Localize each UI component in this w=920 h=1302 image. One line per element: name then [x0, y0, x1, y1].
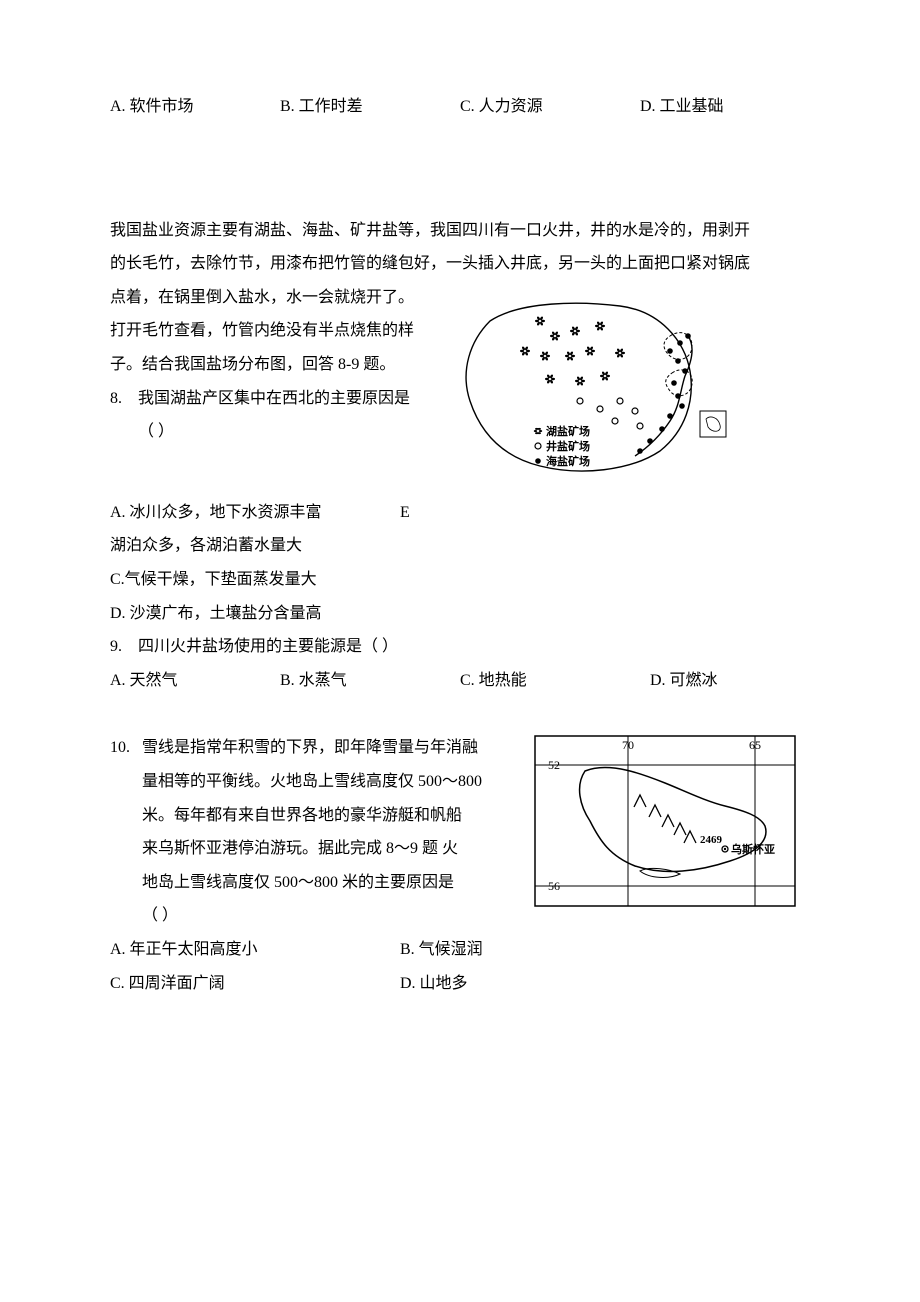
q10-stem-2: 量相等的平衡线。火地岛上雪线高度仅 500～800: [110, 765, 500, 799]
q10-options-row1: A. 年正午太阳高度小 B. 气候湿润: [110, 933, 830, 967]
q10-option-c: C. 四周洋面广阔: [110, 967, 400, 1001]
q10-option-a: A. 年正午太阳高度小: [110, 933, 400, 967]
q8-option-a-row: A. 冰川众多，地下水资源丰富 E: [110, 496, 830, 530]
svg-text:2469: 2469: [700, 834, 723, 846]
q10-stem-3: 米。每年都有来自世界各地的豪华游艇和帆船: [110, 799, 500, 833]
svg-text:70: 70: [622, 738, 634, 752]
q7-options: A. 软件市场 B. 工作时差 C. 人力资源 D. 工业基础: [110, 90, 830, 124]
q10-number: 10.: [110, 731, 142, 765]
q10-stem-4: 来乌斯怀亚港停泊游玩。据此完成 8～9 题 火: [110, 832, 500, 866]
q10-stem-6: （ ）: [110, 899, 500, 933]
q9-stem-row: 9.四川火井盐场使用的主要能源是（ ）: [110, 630, 830, 664]
q9-option-b: B. 水蒸气: [280, 664, 460, 698]
q10-stem-1: 雪线是指常年积雪的下界，即年降雪量与年消融: [142, 739, 478, 756]
q9-options: A. 天然气 B. 水蒸气 C. 地热能 D. 可燃冰: [110, 664, 830, 698]
svg-text:海盐矿场: 海盐矿场: [546, 454, 590, 468]
q9-option-c: C. 地热能: [460, 664, 650, 698]
q8-stem-row: 8.我国湖盐产区集中在西北的主要原因是: [110, 382, 420, 416]
q7-option-a: A. 软件市场: [110, 90, 280, 124]
svg-text:52: 52: [548, 758, 560, 772]
q8-stem-1: 我国湖盐产区集中在西北的主要原因是: [138, 390, 410, 407]
passage2-line-1: 我国盐业资源主要有湖盐、海盐、矿井盐等，我国四川有一口火井，井的水是冷的，用剥开: [110, 214, 830, 248]
q10-stem-row: 10.雪线是指常年积雪的下界，即年降雪量与年消融: [110, 731, 500, 765]
q10-option-d: D. 山地多: [400, 967, 830, 1001]
passage2-left-1: 点着，在锅里倒入盐水，水一会就烧开了。: [110, 281, 420, 315]
q10-option-b: B. 气候湿润: [400, 933, 830, 967]
q8-option-c: C.气候干燥，下垫面蒸发量大: [110, 563, 830, 597]
q10-options-row2: C. 四周洋面广阔 D. 山地多: [110, 967, 830, 1001]
q9-stem: 四川火井盐场使用的主要能源是（ ）: [138, 638, 398, 655]
passage2-left-2: 打开毛竹查看，竹管内绝没有半点烧焦的样: [110, 314, 420, 348]
svg-text:65: 65: [749, 738, 761, 752]
q8-mid-e: E: [400, 496, 420, 530]
svg-text:56: 56: [548, 879, 560, 893]
q10-stem-5: 地岛上雪线高度仅 500～800 米的主要原因是: [110, 866, 500, 900]
passage2-left-3: 子。结合我国盐场分布图，回答 8-9 题。: [110, 348, 420, 382]
q8-option-a: A. 冰川众多，地下水资源丰富: [110, 496, 400, 530]
q8-number: 8.: [110, 382, 138, 416]
tierra-del-fuego-map: 70 65 52 56 2469 乌斯怀亚: [530, 731, 800, 911]
q8-option-b-cont: 湖泊众多，各湖泊蓄水量大: [110, 529, 830, 563]
china-salt-map: 湖盐矿场井盐矿场海盐矿场: [430, 281, 730, 491]
svg-text:湖盐矿场: 湖盐矿场: [546, 424, 590, 438]
q8-stem-2: （ ）: [110, 415, 420, 449]
q9-option-d: D. 可燃冰: [650, 664, 800, 698]
svg-text:乌斯怀亚: 乌斯怀亚: [731, 842, 775, 856]
passage2-line-2: 的长毛竹，去除竹节，用漆布把竹管的缝包好，一头插入井底，另一头的上面把口紧对锅底: [110, 247, 830, 281]
q9-option-a: A. 天然气: [110, 664, 280, 698]
svg-text:井盐矿场: 井盐矿场: [546, 439, 590, 453]
q7-option-d: D. 工业基础: [640, 90, 800, 124]
q7-option-b: B. 工作时差: [280, 90, 460, 124]
q7-option-c: C. 人力资源: [460, 90, 640, 124]
q9-number: 9.: [110, 630, 138, 664]
q8-option-d: D. 沙漠广布，土壤盐分含量高: [110, 597, 830, 631]
